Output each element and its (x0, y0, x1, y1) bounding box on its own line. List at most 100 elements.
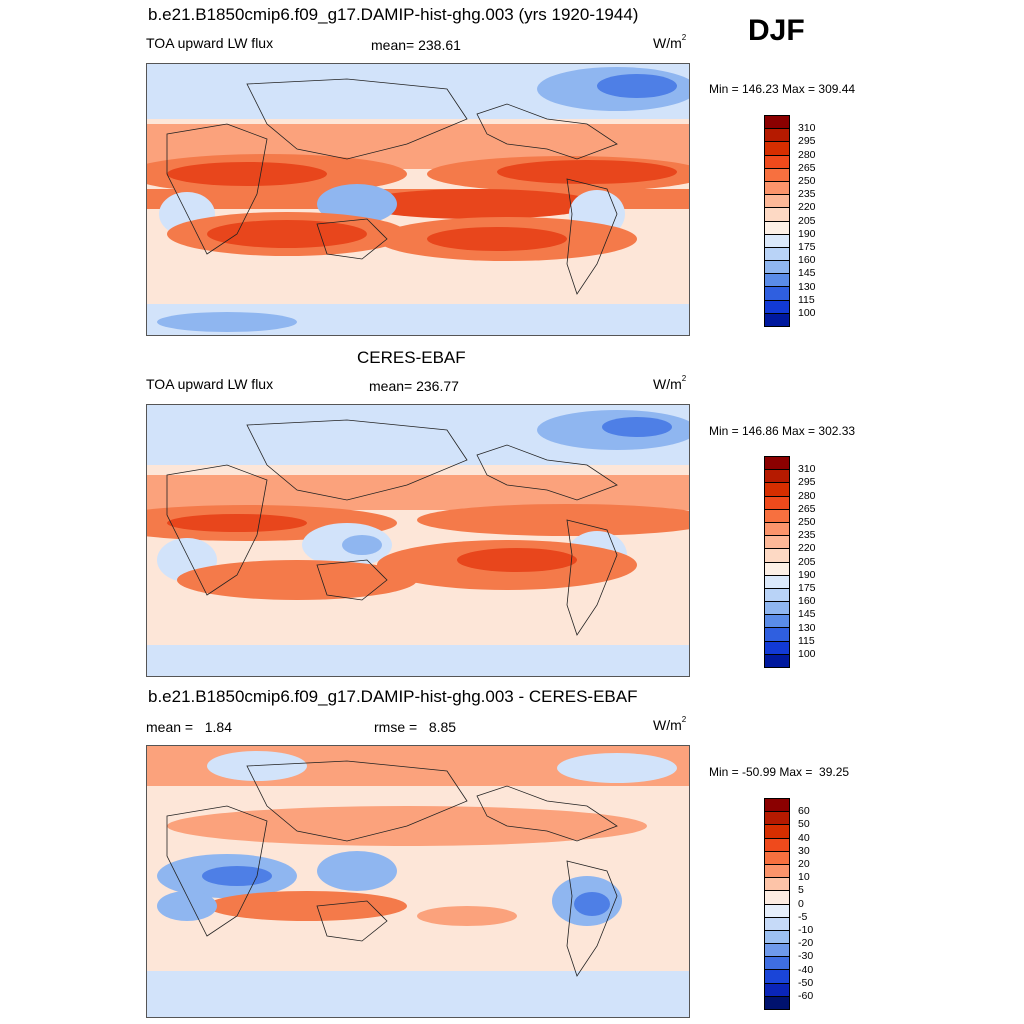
colorbar-tick-label: 100 (798, 307, 816, 319)
colorbar-tick-label: -5 (798, 910, 808, 923)
antarctic-cold-region (157, 312, 297, 332)
colorbar-tick-label: 310 (798, 122, 816, 135)
colorbar-swatch (764, 837, 790, 851)
colorbar-swatch (764, 903, 790, 917)
colorbar-tick-label: -10 (798, 924, 814, 936)
north-very-cold-region (597, 74, 677, 98)
north-very-cold-region (602, 417, 672, 437)
colorbar-tick-label: 250 (798, 516, 816, 528)
colorbar-tick-label: 175 (798, 241, 816, 253)
southern-neutral-band (147, 269, 689, 304)
colorbar-swatch (764, 890, 790, 904)
colorbar-swatch (764, 943, 790, 957)
colorbar-tick-label: 60 (798, 805, 810, 818)
colorbar-swatch (764, 535, 790, 549)
colorbar-swatch (764, 495, 790, 509)
colorbar-tick-label: 20 (798, 858, 810, 870)
canada-cool-region (557, 753, 677, 783)
colorbar-tick-label: 310 (798, 463, 816, 476)
colorbar-swatch (764, 995, 790, 1010)
australia-coastline (316, 900, 388, 942)
panel3-title: b.e21.B1850cmip6.f09_g17.DAMIP-hist-ghg.… (148, 687, 638, 706)
panel2-colorbar (764, 456, 790, 668)
colorbar-swatch (764, 798, 790, 812)
pacific-hot-region (497, 160, 677, 184)
colorbar-tick-label: 130 (798, 621, 816, 634)
colorbar-tick-label: 295 (798, 135, 816, 148)
south-indian-positive (207, 891, 407, 921)
panel3-unit-label: W/m2 (653, 715, 687, 733)
colorbar-swatch (764, 246, 790, 261)
colorbar-tick-label: 50 (798, 818, 810, 831)
colorbar-swatch (764, 561, 790, 575)
europe-cool-region (207, 751, 307, 781)
colorbar-swatch (764, 220, 790, 234)
antarctic-cool-band (147, 645, 689, 676)
colorbar-swatch (764, 260, 790, 274)
panel1-unit-label: W/m2 (653, 33, 687, 51)
colorbar-tick-label: 205 (798, 555, 816, 568)
north-america-coastline (476, 785, 618, 842)
colorbar-swatch (764, 640, 790, 654)
antarctic-cool-band (147, 971, 689, 1017)
colorbar-tick-label: 0 (798, 897, 804, 910)
panel1-variable-label: TOA upward LW flux (146, 35, 274, 51)
colorbar-swatch (764, 916, 790, 930)
maritime-negative-region (317, 851, 397, 891)
south-africa-negative (157, 891, 217, 921)
colorbar-swatch (764, 653, 790, 668)
africa-deep-negative (202, 866, 272, 886)
colorbar-tick-label: 115 (798, 634, 815, 647)
colorbar-swatch (764, 299, 790, 313)
colorbar-swatch (764, 601, 790, 615)
colorbar-tick-label: 265 (798, 502, 816, 515)
eurasia-coastline (246, 419, 468, 501)
south-america-coastline (566, 860, 618, 977)
colorbar-tick-label: -50 (798, 976, 814, 989)
colorbar-tick-label: 280 (798, 489, 816, 502)
colorbar-tick-label: 190 (798, 568, 816, 581)
panel2-unit-label: W/m2 (653, 374, 687, 392)
colorbar-tick-label: 115 (798, 293, 815, 306)
colorbar-swatch (764, 207, 790, 221)
colorbar-swatch (764, 482, 790, 496)
colorbar-swatch (764, 969, 790, 983)
colorbar-tick-label: 205 (798, 214, 816, 227)
colorbar-tick-label: 175 (798, 582, 816, 594)
colorbar-tick-label: -40 (798, 963, 814, 976)
north-hot-band-east (417, 504, 689, 536)
colorbar-swatch (764, 154, 790, 168)
colorbar-swatch (764, 521, 790, 536)
colorbar-swatch (764, 273, 790, 287)
colorbar-tick-label: 190 (798, 227, 816, 240)
panel1-map (146, 63, 690, 336)
south-pacific-positive (417, 906, 517, 926)
eurasia-coastline (246, 760, 468, 842)
colorbar-tick-label: 145 (798, 267, 816, 280)
maritime-continent-cold (342, 535, 382, 555)
colorbar-swatch (764, 824, 790, 838)
colorbar-swatch (764, 587, 790, 602)
colorbar-swatch (764, 877, 790, 891)
panel2-minmax: Min = 146.86 Max = 302.33 (709, 424, 856, 438)
colorbar-swatch (764, 233, 790, 247)
panel3-map-svg (147, 746, 689, 1017)
panel1-map-svg (147, 64, 689, 335)
colorbar-tick-label: 235 (798, 188, 816, 201)
colorbar-tick-label: 30 (798, 844, 810, 857)
colorbar-tick-label: 100 (798, 648, 816, 660)
colorbar-tick-label: 295 (798, 476, 816, 489)
colorbar-tick-label: 5 (798, 884, 804, 897)
colorbar-tick-label: 235 (798, 529, 816, 542)
colorbar-tick-label: 10 (798, 871, 810, 884)
indian-ocean-hot (207, 220, 367, 248)
season-label: DJF (748, 14, 805, 47)
panel2-map-svg (147, 405, 689, 676)
south-america-coastline (566, 519, 618, 636)
colorbar-swatch (764, 286, 790, 300)
colorbar-swatch (764, 508, 790, 522)
southern-neutral-band (147, 615, 689, 645)
panel3-colorbar (764, 798, 790, 1010)
panel3-mean-label: mean = 1.84 (146, 719, 233, 735)
panel3-rmse-label: rmse = 8.85 (374, 719, 457, 735)
